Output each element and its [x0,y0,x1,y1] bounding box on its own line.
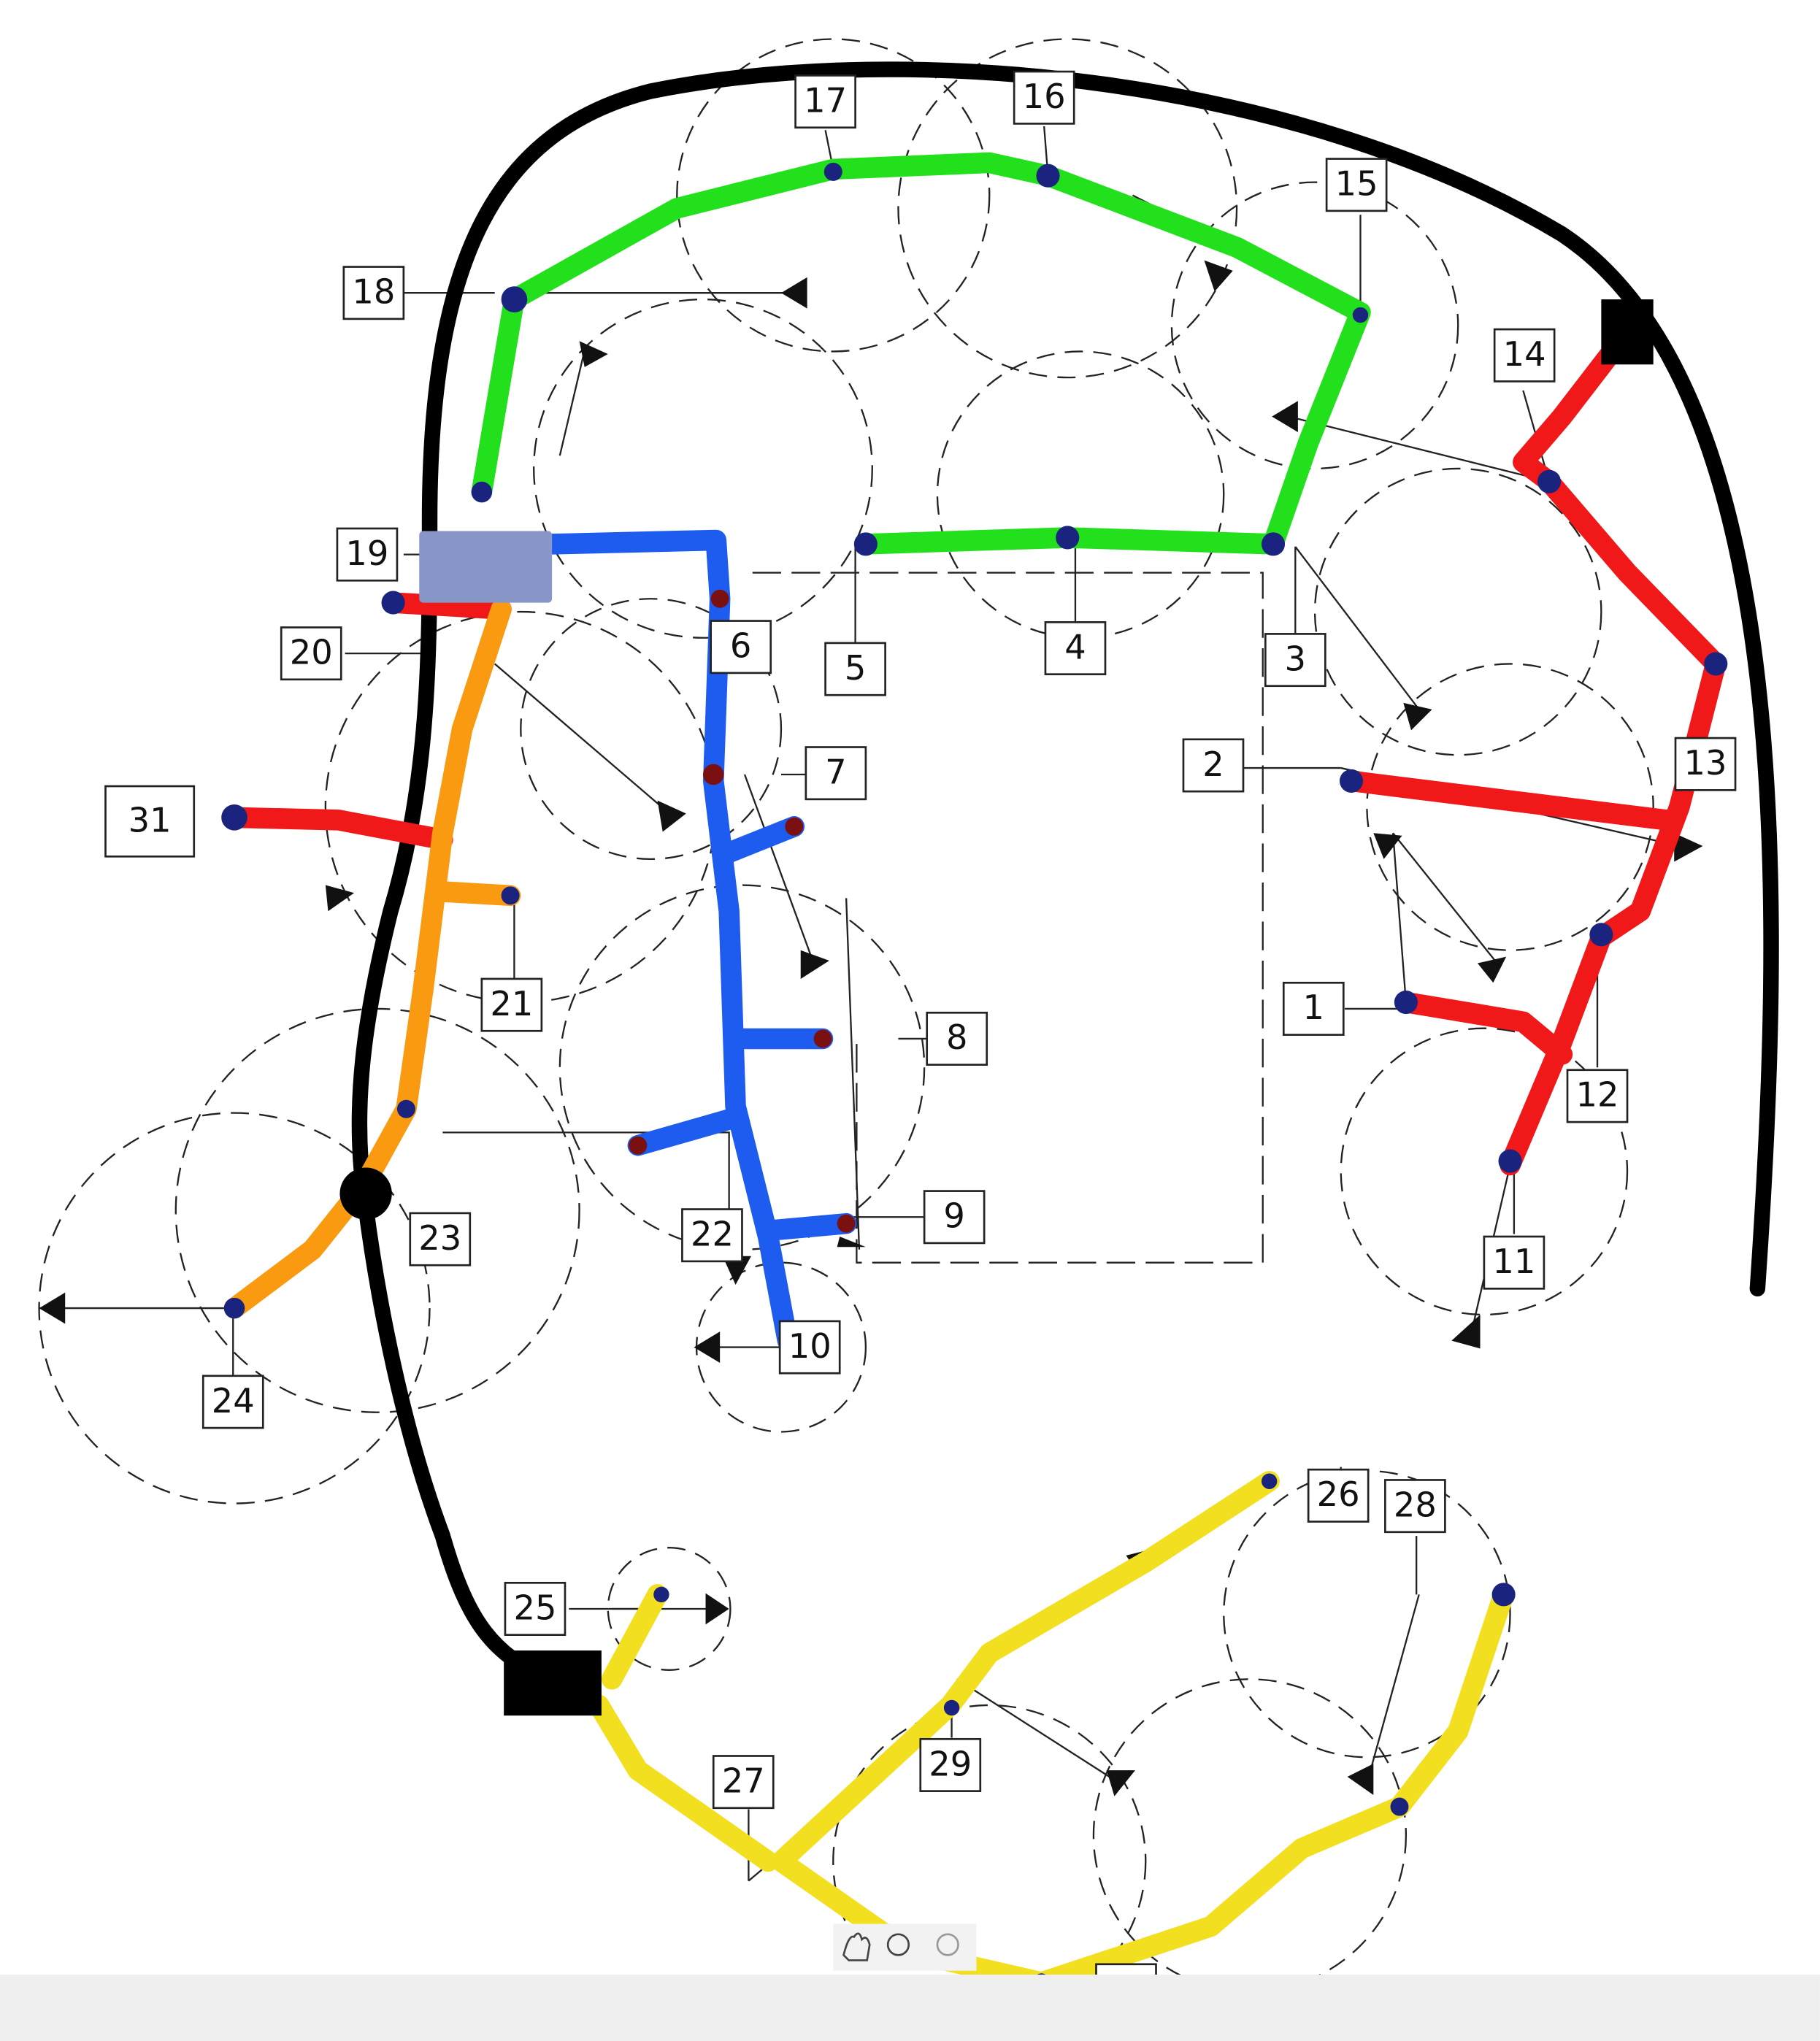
label-box [919,1737,982,1792]
node-label: 17 [804,80,847,120]
main-line [351,61,1779,1687]
green-zone [471,152,1371,555]
node-label: 2 [1202,745,1224,784]
label-box [710,620,772,674]
label-box [712,1755,775,1810]
label-box [805,746,867,801]
label-box [280,626,342,681]
node-label: 3 [1285,639,1307,678]
node-label: 18 [352,272,395,311]
label-box [1044,621,1107,676]
node-label: 23 [418,1218,461,1258]
label-box [1566,1069,1629,1123]
pan-button[interactable] [842,1932,871,1961]
node-label: 6 [730,626,752,666]
node-label: 20 [290,632,333,672]
arrow-heads [39,260,1703,1796]
node-label: 26 [1317,1475,1360,1514]
node-label: 9 [943,1196,965,1236]
label-box [1013,70,1075,125]
label-box [1384,1479,1446,1534]
node-label: 29 [929,1744,972,1783]
node-label: 13 [1684,743,1727,783]
node-label: 14 [1503,334,1546,374]
node-label: 24 [212,1381,255,1421]
label-box [480,977,543,1032]
toolbar [833,1923,977,1971]
node-label: 1 [1303,988,1325,1027]
label-box [1483,1235,1546,1290]
toolbar-bg [833,1923,977,1971]
node-label: 25 [513,1588,556,1627]
label-box [926,1011,988,1066]
label-box [504,1581,567,1636]
node-label: 8 [946,1018,968,1057]
label-box [1182,738,1245,793]
valve-box [1601,299,1654,365]
junction [339,1167,392,1220]
node-label: 7 [825,752,847,791]
label-box [409,1212,472,1267]
reset-button[interactable] [936,1933,959,1956]
node-label: 10 [788,1326,832,1366]
label-box [923,1190,986,1245]
node-label: 15 [1335,164,1378,203]
orange-zone [223,599,521,1319]
label-box [201,1375,264,1429]
controller [419,531,553,603]
node-label: 12 [1576,1075,1619,1115]
label-box [794,74,856,129]
label-box [1282,981,1345,1036]
labels: 1234567891011121314151617181920212223242… [104,70,1737,2018]
label-box [104,785,196,858]
label-box [1307,1468,1370,1523]
label-box [1264,633,1326,688]
label-box [681,1208,743,1263]
label-box [336,527,399,582]
label-box [1493,328,1556,383]
label-box [1674,737,1737,791]
label-box [824,642,886,696]
node-label: 5 [845,648,867,688]
node-label: 27 [722,1761,765,1800]
label-box [342,266,405,320]
blue-zone [541,529,857,1351]
bottom-bar [0,1975,1820,2041]
node-label: 4 [1064,627,1086,666]
node-label: 16 [1023,77,1066,116]
valve-box [504,1650,602,1716]
label-box [1325,158,1388,212]
label-box [778,1320,841,1375]
node-label: 28 [1394,1485,1437,1524]
node-label: 11 [1492,1242,1535,1281]
node-label: 22 [691,1215,734,1254]
node-label: 21 [490,984,533,1023]
node-label: 31 [128,800,172,839]
node-label: 19 [345,534,388,573]
zoom-button[interactable] [886,1933,910,1956]
